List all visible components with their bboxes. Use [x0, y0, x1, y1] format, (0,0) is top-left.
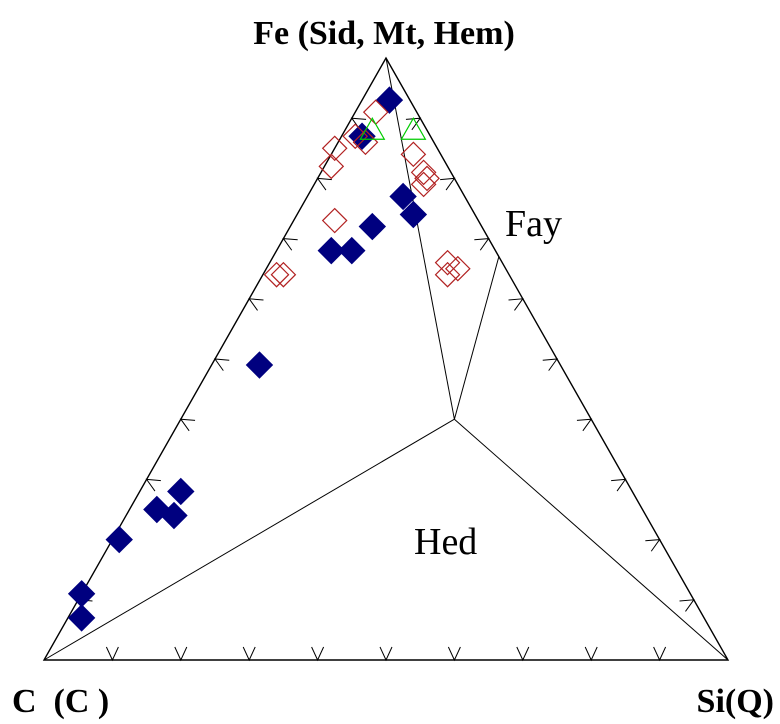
- tick-mark: [611, 478, 627, 492]
- tick-mark: [447, 646, 461, 662]
- tie-line-fay-hed: [453, 256, 500, 420]
- filled-diamond-point: [105, 525, 133, 554]
- ternary-frame: [42, 56, 730, 661]
- filled-diamond-point: [167, 477, 195, 506]
- open-diamond-point: [434, 261, 461, 288]
- filled-diamond-point: [338, 236, 366, 265]
- data-points: [67, 86, 471, 632]
- vertex-label-top: Fe (Sid, Mt, Hem): [253, 15, 515, 52]
- open-diamond-point: [400, 141, 427, 168]
- open-diamond-point: [410, 171, 437, 198]
- filled-diamond-point: [67, 580, 96, 608]
- filled-diamond-point: [143, 495, 171, 524]
- tick-mark: [508, 298, 524, 311]
- filled-diamond-point: [67, 604, 96, 632]
- filled-diamond-point: [245, 351, 274, 379]
- tick-mark: [516, 646, 530, 662]
- tick-mark: [242, 646, 256, 662]
- open-triangle-point: [400, 117, 427, 140]
- tick-mark: [679, 599, 695, 612]
- filled-diamond-point: [375, 86, 404, 114]
- tick-mark: [379, 646, 393, 662]
- tie-lines: [43, 57, 729, 661]
- tick-mark: [474, 238, 490, 251]
- vertex-label-right: Si(Q): [697, 683, 774, 720]
- open-diamond-point: [318, 153, 345, 180]
- open-triangle-point: [359, 117, 386, 140]
- tick-mark: [248, 298, 264, 311]
- tick-mark: [174, 646, 188, 662]
- open-diamond-point: [414, 165, 440, 192]
- open-diamond-point: [321, 135, 348, 162]
- tick-mark: [179, 418, 196, 432]
- label-fay: Fay: [505, 203, 562, 245]
- open-diamond-point: [410, 159, 437, 186]
- tick-mark: [542, 358, 559, 371]
- open-diamond-point: [263, 261, 290, 288]
- tick-marks: [77, 117, 695, 662]
- filled-diamond-point: [358, 212, 387, 241]
- tick-mark: [145, 478, 161, 492]
- open-diamond-point: [270, 261, 297, 288]
- vertex-label-left: C (C ): [12, 683, 109, 720]
- label-hed: Hed: [414, 521, 477, 563]
- tick-mark: [316, 177, 332, 191]
- open-diamond-point: [352, 129, 379, 156]
- open-diamond-point: [321, 207, 348, 234]
- tick-mark: [282, 238, 298, 251]
- tick-mark: [213, 358, 230, 371]
- filled-diamond-point: [399, 200, 428, 229]
- tick-mark: [576, 418, 593, 432]
- filled-diamond-point: [317, 236, 345, 265]
- tick-mark: [653, 646, 667, 662]
- tick-mark: [311, 646, 325, 662]
- tick-mark: [584, 646, 598, 662]
- tie-line-fe-hed: [385, 57, 455, 420]
- tie-line-si-hed: [454, 418, 729, 661]
- filled-diamond-point: [389, 182, 417, 211]
- tick-mark: [105, 646, 119, 662]
- tick-mark: [645, 539, 661, 552]
- tie-line-c-hed: [43, 418, 455, 661]
- tick-mark: [440, 177, 456, 191]
